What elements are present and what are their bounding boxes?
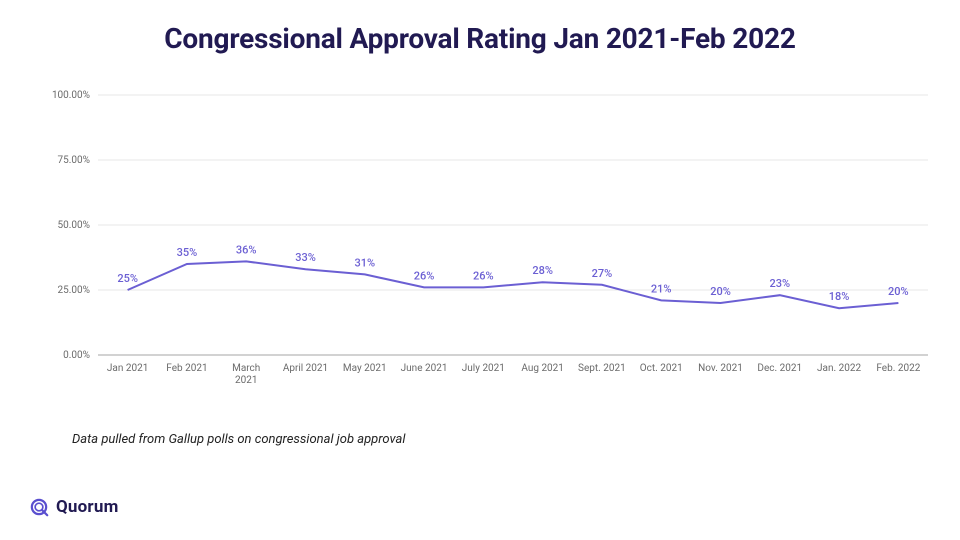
point-label: 20% [710,285,731,298]
x-tick-label: Jan 2021 [107,363,148,374]
point-label: 35% [177,246,198,259]
x-tick-label: Dec. 2021 [757,363,802,374]
point-label: 25% [117,272,138,285]
x-tick-label: April 2021 [283,363,328,374]
y-tick-label: 50.00% [58,220,90,231]
point-label: 31% [354,256,375,269]
point-label: 28% [532,264,553,277]
quorum-icon [28,496,50,518]
page-title: Congressional Approval Rating Jan 2021-F… [0,0,960,55]
x-tick-label: 2021 [235,375,257,386]
y-tick-label: 0.00% [63,350,90,361]
x-tick-label: Jan. 2022 [817,363,861,374]
x-tick-label: Sept. 2021 [578,363,626,374]
page: Congressional Approval Rating Jan 2021-F… [0,0,960,540]
x-tick-label: June 2021 [401,363,448,374]
y-tick-label: 25.00% [58,285,90,296]
point-label: 26% [473,269,494,282]
point-label: 26% [414,269,435,282]
x-tick-label: Feb. 2022 [876,363,920,374]
x-tick-label: May 2021 [343,363,387,374]
point-label: 23% [769,277,790,290]
point-label: 21% [651,282,672,295]
y-tick-label: 100.00% [52,90,90,101]
chart-svg: 0.00% 25.00% 50.00% 75.00% 100.00% Jan 2021 Fe… [38,85,938,405]
y-tick-label: 75.00% [58,155,90,166]
brand-logo: Quorum [28,496,119,518]
brand-name: Quorum [56,497,119,517]
x-tick-label: Aug 2021 [521,363,564,374]
x-tick-label: Nov. 2021 [698,363,743,374]
point-label: 36% [236,243,257,256]
point-label: 27% [592,267,613,280]
x-tick-label: Feb 2021 [166,363,207,374]
approval-chart: 0.00% 25.00% 50.00% 75.00% 100.00% Jan 2021 Fe… [38,85,938,405]
point-label: 18% [829,290,850,303]
x-tick-label: Oct. 2021 [640,363,683,374]
point-label: 20% [888,285,909,298]
x-tick-label: March [232,363,260,374]
x-tick-label: July 2021 [462,363,505,374]
point-label: 33% [295,251,316,264]
chart-caption: Data pulled from Gallup polls on congres… [72,432,405,447]
